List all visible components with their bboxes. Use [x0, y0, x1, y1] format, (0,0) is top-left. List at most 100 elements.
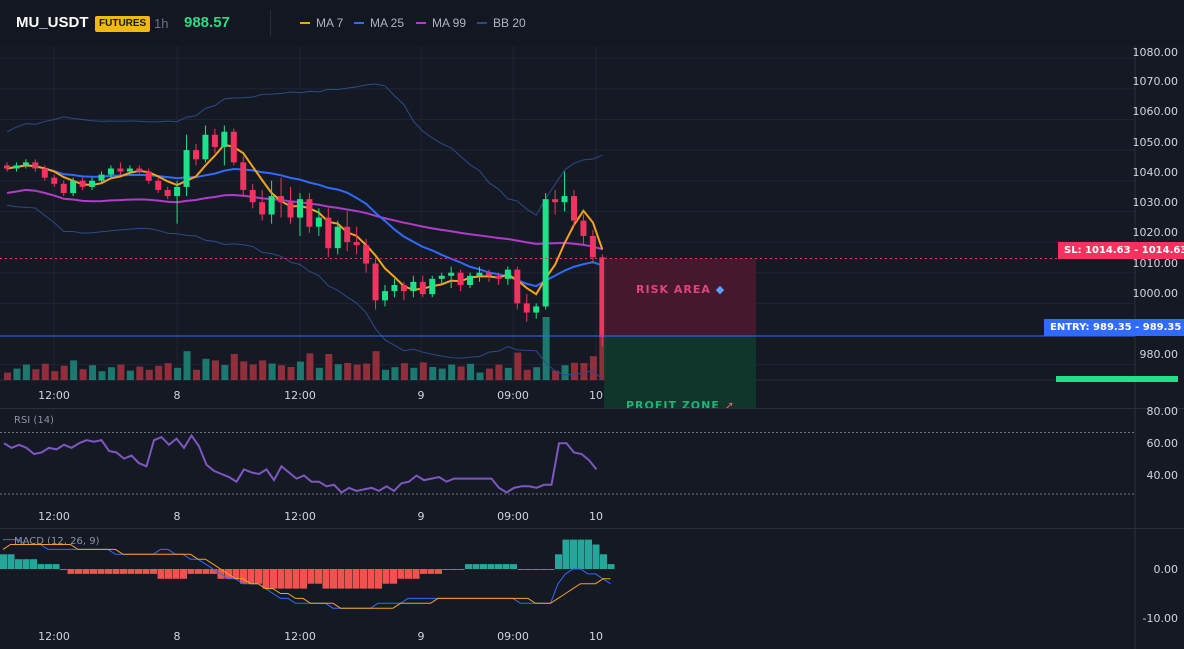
volume-bar [117, 364, 125, 380]
macd-histogram-bar [180, 569, 187, 579]
macd-histogram-bar [570, 539, 577, 569]
candle-body [419, 281, 426, 295]
macd-histogram-bar [480, 564, 487, 569]
volume-bar [70, 360, 78, 380]
macd-histogram-bar [112, 569, 120, 574]
legend-ma25[interactable]: MA 25 [354, 16, 404, 30]
macd-histogram-bar [210, 569, 217, 574]
price-axis-label: 1020.00 [1132, 226, 1179, 239]
volume-bar [485, 368, 493, 380]
legend-ma99[interactable]: MA 99 [416, 16, 466, 30]
volume-bar [599, 335, 607, 380]
macd-histogram-bar [382, 569, 390, 584]
macd-title: MACD (12, 26, 9) [14, 536, 100, 547]
candle-body [240, 162, 247, 190]
macd-histogram-bar [450, 569, 457, 570]
rsi-time-label: 10 [589, 510, 603, 523]
candle-body [164, 189, 171, 197]
candle-body [504, 269, 511, 279]
candle-body [249, 189, 256, 203]
volume-bar [325, 354, 333, 380]
macd-histogram-bar [37, 564, 45, 569]
volume-bar [542, 317, 550, 380]
candle-body [98, 174, 105, 181]
price-axis-label: 1010.00 [1132, 257, 1179, 270]
macd-histogram-bar [52, 564, 60, 569]
pane-divider[interactable] [0, 528, 1184, 529]
macd-histogram-bar [240, 569, 247, 584]
volume-bar [353, 364, 361, 380]
volume-bar [32, 369, 40, 380]
candle-body [334, 226, 341, 249]
macd-axis-label: 0.00 [1153, 563, 1179, 576]
volume-bar [410, 367, 418, 380]
legend-bb20[interactable]: BB 20 [477, 16, 526, 30]
macd-histogram-bar [150, 569, 157, 574]
volume-bar [523, 369, 531, 380]
macd-histogram-bar [277, 569, 285, 589]
rsi-time-label: 9 [418, 510, 425, 523]
candle-body [429, 278, 436, 295]
volume-bar [363, 363, 371, 380]
macd-histogram-bar [442, 569, 450, 570]
legend-ma99-label: MA 99 [432, 16, 467, 30]
risk-area-label: RISK AREA ◆ [636, 283, 725, 296]
macd-histogram-bar [427, 569, 435, 574]
candle-body [457, 272, 464, 285]
macd-histogram-bar [547, 569, 555, 570]
volume-bar [334, 364, 342, 380]
sl-tag-text: SL: 1014.63 [1064, 245, 1131, 256]
main-price-pane[interactable]: 12:00 8 12:00 9 09:00 10 1080.00 1070.00 1060… [0, 46, 1184, 412]
shield-icon: ◆ [715, 283, 726, 296]
volume-bar [315, 367, 323, 380]
macd-histogram-bar [300, 569, 307, 589]
rsi-time-label: 12:00 [38, 510, 70, 523]
candle-body [174, 186, 181, 197]
macd-pane[interactable]: 12:00 8 12:00 9 09:00 10 MACD (12, 26, 9) 0.0… [0, 530, 1184, 649]
macd-histogram-bar [510, 564, 517, 569]
candle-body [552, 199, 559, 203]
candle-body [344, 226, 351, 243]
ma7-swatch [300, 22, 310, 24]
entry-tag-value: 989.35 [1142, 322, 1182, 333]
volume-bar [22, 364, 30, 380]
symbol-name[interactable]: MU_USDT [16, 14, 89, 31]
volume-bar [391, 367, 399, 380]
candle-body [145, 171, 152, 181]
timeframe-selector[interactable]: 1h [154, 16, 169, 31]
candle-body [325, 217, 332, 249]
candle-body [230, 131, 237, 163]
volume-bar [306, 353, 314, 380]
legend-ma25-label: MA 25 [370, 16, 405, 30]
legend-ma7[interactable]: MA 7 [300, 16, 343, 30]
candle-body [155, 180, 162, 190]
macd-time-label: 09:00 [497, 630, 529, 643]
macd-histogram-bar [75, 569, 82, 574]
pane-divider[interactable] [0, 408, 1184, 409]
macd-histogram-bar [67, 569, 75, 574]
rsi-pane[interactable]: 12:00 8 12:00 9 09:00 10 RSI (14) 80.00 60.00… [0, 405, 1184, 530]
macd-time-label: 12:00 [38, 630, 70, 643]
futures-badge: FUTURES [95, 16, 151, 32]
candlestick-chart[interactable]: 12:00 8 12:00 9 09:00 10 [0, 46, 1184, 408]
volume-bar [448, 364, 456, 380]
time-axis-label: 09:00 [497, 389, 529, 402]
candle-body [495, 275, 502, 279]
macd-histogram-bar [157, 569, 165, 579]
macd-histogram-bar [397, 569, 405, 579]
volume-bar [13, 368, 21, 380]
volume-bar [296, 361, 304, 380]
macd-histogram-bar [255, 569, 262, 584]
volume-bar [249, 364, 257, 380]
bb20-swatch [477, 22, 487, 24]
macd-histogram-bar [285, 569, 292, 589]
volume-bar [79, 369, 87, 380]
rsi-chart[interactable]: 12:00 8 12:00 9 09:00 10 [0, 408, 1184, 530]
rsi-time-label: 12:00 [284, 510, 316, 523]
macd-chart[interactable]: 12:00 8 12:00 9 09:00 10 [0, 530, 1184, 649]
macd-histogram-bar [532, 569, 540, 570]
macd-histogram-bar [60, 569, 67, 570]
macd-axis-label: -10.00 [1142, 612, 1178, 625]
candle-body [296, 199, 303, 218]
macd-histogram-bar [90, 569, 97, 574]
